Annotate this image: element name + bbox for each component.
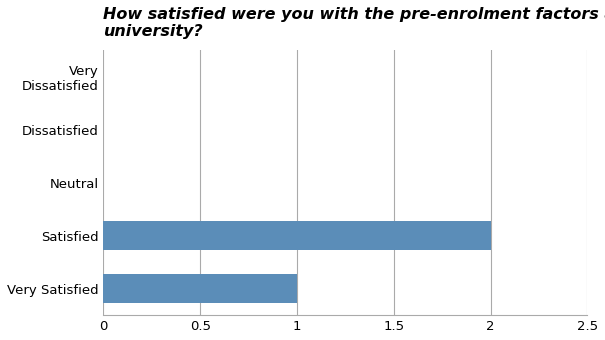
Bar	[103, 274, 297, 303]
Text: How satisfied were you with the pre-enrolment factors at the
university?: How satisfied were you with the pre-enro…	[103, 7, 605, 39]
Bar	[103, 221, 491, 250]
